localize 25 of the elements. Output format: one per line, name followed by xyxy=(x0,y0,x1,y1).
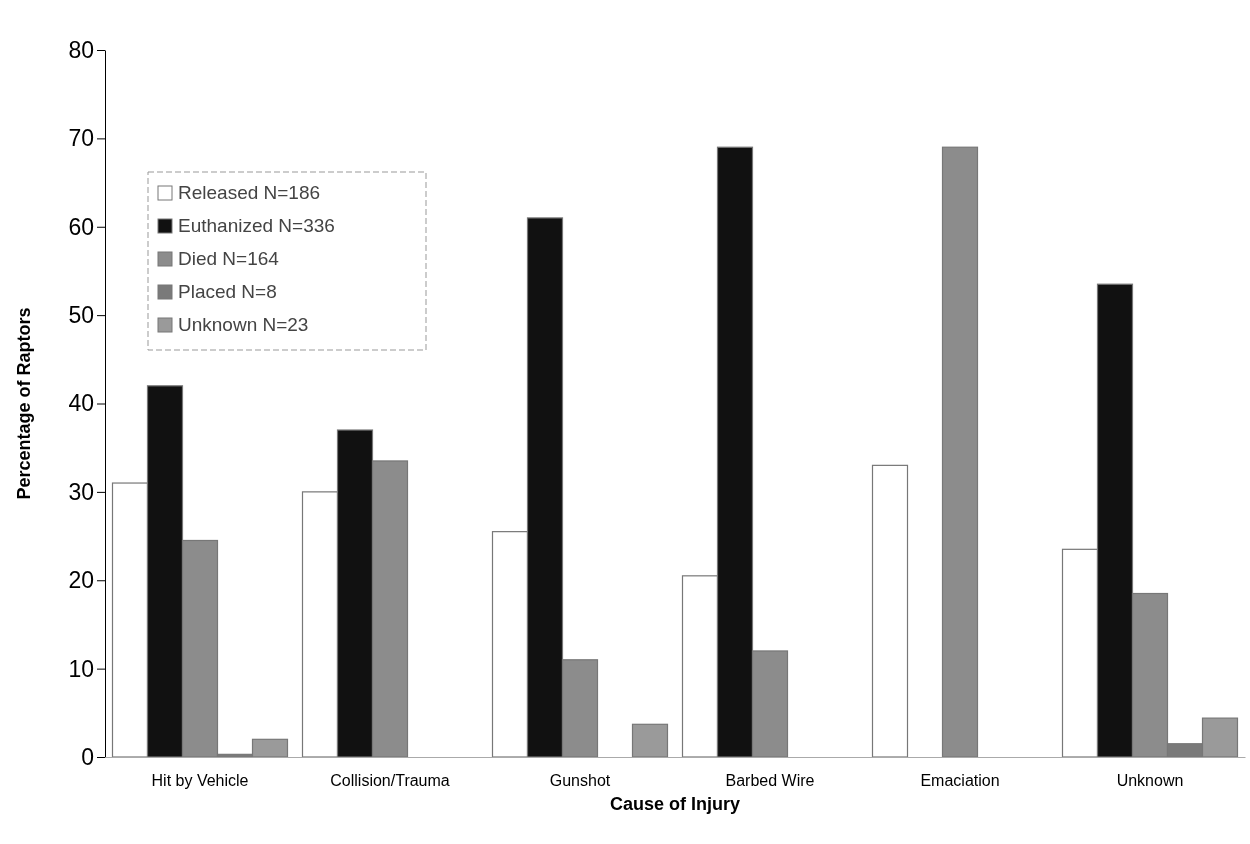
x-tick-label: Barbed Wire xyxy=(725,771,815,789)
y-tick-label: 40 xyxy=(68,390,94,417)
x-axis-title: Cause of Injury xyxy=(609,794,741,814)
y-tick-label: 20 xyxy=(68,567,94,594)
bar xyxy=(941,146,979,758)
legend-label: Placed N=8 xyxy=(178,281,277,302)
y-tick-label: 10 xyxy=(68,655,94,682)
y-tick-label: 80 xyxy=(68,36,94,63)
legend-label: Released N=186 xyxy=(178,182,321,203)
x-tick-label: Hit by Vehicle xyxy=(151,771,249,789)
x-tick-label: Gunshot xyxy=(549,771,611,789)
legend-label: Unknown N=23 xyxy=(178,314,309,335)
bar xyxy=(871,464,909,758)
x-tick-label: Emaciation xyxy=(920,771,1000,789)
y-tick-label: 0 xyxy=(81,743,94,770)
y-tick-label: 50 xyxy=(68,301,94,328)
x-tick-label: Collision/Trauma xyxy=(330,771,450,789)
legend-label: Died N=164 xyxy=(178,248,280,269)
y-tick-label: 70 xyxy=(68,125,94,152)
y-tick-label: 30 xyxy=(68,478,94,505)
bar xyxy=(631,723,669,758)
x-tick-label: Unknown xyxy=(1116,771,1184,789)
y-axis-title: Percentage of Raptors xyxy=(14,307,34,500)
legend-label: Euthanized N=336 xyxy=(178,215,335,236)
y-tick-label: 60 xyxy=(68,213,94,240)
